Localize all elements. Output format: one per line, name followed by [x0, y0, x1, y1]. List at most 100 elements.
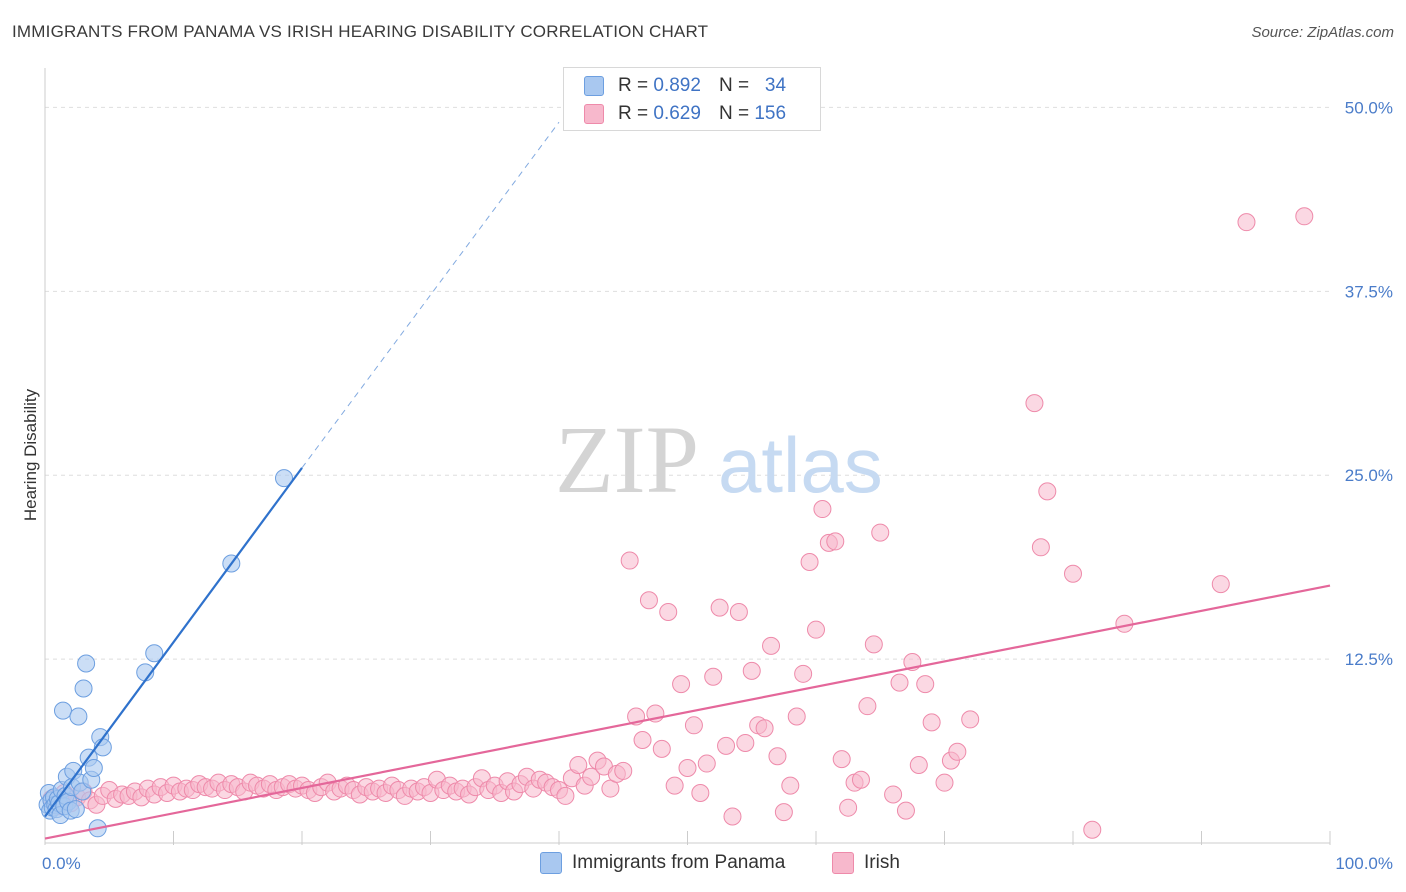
irish-point-145 [1083, 820, 1102, 839]
trend-lines [44, 121, 1331, 840]
irish-point-95 [652, 739, 671, 758]
panama-point-33 [145, 644, 164, 663]
panama-point-21 [69, 707, 88, 726]
legend-n-label: N = [718, 103, 750, 124]
irish-point-128 [864, 635, 883, 654]
legend-row-panama: R = 0.892 N = 34 [584, 74, 786, 98]
irish-point-148 [1237, 213, 1256, 232]
irish-point-106 [723, 807, 742, 826]
irish-point-124 [839, 798, 858, 817]
irish-point-135 [916, 675, 935, 694]
irish-point-101 [691, 783, 710, 802]
legend-item-panama: Immigrants from Panama [540, 852, 785, 874]
y-tick-label-0: 12.5% [1345, 650, 1393, 669]
panama-point-20 [66, 800, 85, 819]
watermark-atlas: atlas [718, 421, 883, 509]
irish-point-97 [665, 776, 684, 795]
tick-labels: 12.5% 25.0% 37.5% 50.0% 0.0% 100.0% [42, 98, 1393, 873]
irish-point-134 [909, 756, 928, 775]
series-legend: Immigrants from Panama Irish [0, 852, 1406, 878]
panama-trendline-extension [301, 121, 560, 469]
chart-title: IMMIGRANTS FROM PANAMA VS IRISH HEARING … [12, 22, 709, 41]
legend-label-irish: Irish [864, 852, 900, 873]
legend-r-label: R = [618, 103, 649, 124]
irish-point-126 [851, 770, 870, 789]
irish-point-100 [684, 716, 703, 735]
legend-swatch-pink [832, 852, 854, 874]
irish-point-143 [1038, 482, 1057, 501]
irish-point-127 [858, 697, 877, 716]
panama-point-25 [77, 654, 96, 673]
panama-point-12 [53, 701, 72, 720]
irish-point-122 [826, 532, 845, 551]
irish-point-96 [659, 603, 678, 622]
irish-point-140 [961, 710, 980, 729]
irish-point-111 [755, 719, 774, 738]
legend-n-label: N = [718, 75, 750, 96]
panama-point-28 [84, 758, 103, 777]
irish-point-118 [800, 553, 819, 572]
panama-trendline [44, 467, 303, 818]
irish-point-115 [781, 776, 800, 795]
y-tick-label-2: 37.5% [1345, 282, 1393, 301]
irish-point-120 [813, 500, 832, 519]
legend-n-value: 156 [754, 103, 787, 124]
legend-n-value: 34 [764, 75, 787, 96]
correlation-legend: R = 0.892 N = 34 R = 0.629 N = 156 [563, 67, 821, 131]
y-tick-label-3: 50.0% [1345, 98, 1393, 117]
irish-point-109 [742, 661, 761, 680]
irish-point-113 [768, 747, 787, 766]
irish-point-89 [614, 761, 633, 780]
chart-source: Source: ZipAtlas.com [1251, 24, 1394, 41]
irish-point-80 [556, 786, 575, 805]
irish-point-82 [569, 756, 588, 775]
legend-item-irish: Irish [832, 852, 900, 874]
axes [44, 68, 1331, 845]
irish-trendline [44, 584, 1331, 840]
irish-point-105 [717, 736, 736, 755]
panama-point-24 [74, 679, 93, 698]
irish-point-130 [884, 785, 903, 804]
irish-point-92 [633, 731, 652, 750]
irish-point-98 [672, 675, 691, 694]
irish-point-119 [807, 620, 825, 639]
irish-point-103 [704, 667, 723, 686]
watermark: ZIP atlas [555, 406, 883, 513]
x-tick-label-0: 0.0% [42, 854, 81, 873]
legend-r-value: 0.629 [653, 103, 701, 124]
irish-point-108 [736, 733, 755, 752]
irish-point-129 [871, 523, 890, 542]
irish-point-123 [832, 750, 851, 769]
watermark-zip: ZIP [555, 406, 699, 513]
legend-swatch-blue [540, 852, 562, 874]
legend-label-panama: Immigrants from Panama [572, 852, 786, 873]
irish-point-144 [1064, 564, 1082, 583]
x-tick-label-1: 100.0% [1335, 854, 1393, 873]
irish-point-132 [896, 801, 915, 820]
irish-point-102 [697, 754, 716, 773]
irish-point-104 [710, 598, 729, 617]
irish-point-147 [1211, 575, 1230, 594]
irish-point-112 [762, 636, 781, 655]
y-axis-label: Hearing Disability [21, 388, 40, 521]
irish-point-116 [787, 707, 806, 726]
gridlines [45, 106, 1330, 660]
irish-point-99 [678, 758, 697, 777]
irish-point-117 [794, 664, 813, 683]
irish-point-93 [639, 591, 658, 610]
irish-point-142 [1025, 394, 1044, 413]
irish-point-90 [620, 551, 639, 570]
legend-row-irish: R = 0.629 N = 156 [584, 102, 786, 126]
irish-points [42, 207, 1314, 839]
legend-r-value: 0.892 [653, 75, 701, 96]
legend-swatch-blue [584, 76, 604, 96]
irish-point-141 [1031, 538, 1050, 557]
panama-point-35 [275, 469, 294, 488]
legend-swatch-pink [584, 104, 604, 124]
irish-point-149 [1295, 207, 1314, 226]
irish-point-107 [729, 603, 748, 622]
y-tick-label-1: 25.0% [1345, 466, 1393, 485]
irish-point-84 [582, 767, 601, 786]
irish-point-139 [948, 742, 967, 761]
